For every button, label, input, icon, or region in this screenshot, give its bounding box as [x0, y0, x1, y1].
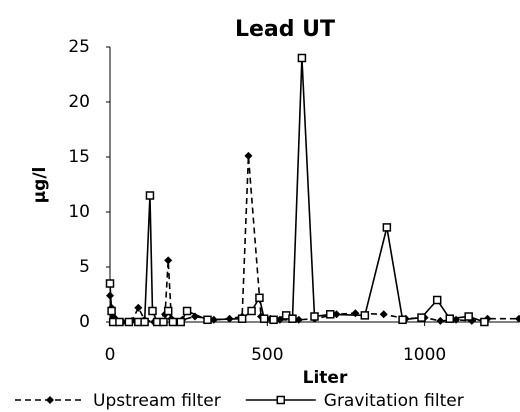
data-point	[124, 317, 134, 327]
y-tick-label: 15	[68, 147, 90, 167]
data-point	[515, 314, 520, 323]
data-point	[148, 306, 157, 316]
data-point	[464, 312, 473, 321]
chart-title: Lead UT	[235, 17, 335, 42]
y-tick-label: 5	[79, 257, 90, 277]
data-point	[182, 306, 192, 316]
data-point	[244, 151, 253, 160]
data-point	[398, 315, 407, 325]
data-point	[140, 317, 149, 327]
data-point	[297, 53, 307, 63]
data-point	[163, 306, 173, 316]
y-tick-label: 25	[68, 37, 90, 57]
data-point	[259, 314, 269, 323]
data-point	[294, 315, 303, 324]
data-point	[269, 315, 278, 325]
x-tick-label: 500	[251, 345, 283, 365]
legend-marker	[46, 396, 54, 404]
legend-marker	[276, 395, 286, 405]
x-tick-label: 1000	[403, 345, 446, 365]
data-point	[351, 309, 360, 318]
data-point	[255, 293, 264, 303]
legend-label: Gravitation filter	[324, 391, 464, 411]
y-tick-label: 10	[68, 202, 90, 222]
x-axis-label: Liter	[303, 368, 348, 388]
data-point	[159, 317, 168, 327]
y-axis-label: µg/l	[30, 167, 50, 204]
data-point	[105, 279, 115, 288]
data-point	[164, 256, 173, 265]
data-point	[134, 303, 143, 312]
data-point	[237, 314, 247, 323]
data-point	[379, 310, 388, 319]
data-point	[436, 316, 445, 325]
data-point	[325, 310, 335, 319]
legend-label: Upstream filter	[93, 391, 221, 411]
data-point	[107, 306, 116, 316]
data-point	[115, 317, 124, 327]
data-point	[417, 313, 426, 322]
y-tick-label: 0	[79, 312, 90, 332]
data-point	[445, 314, 455, 323]
data-point	[382, 223, 392, 232]
data-point	[168, 317, 178, 327]
y-tick-label: 20	[68, 92, 90, 112]
data-point	[480, 317, 489, 327]
data-point	[432, 295, 442, 305]
data-point	[176, 317, 186, 327]
data-point	[360, 311, 370, 320]
data-point	[247, 306, 256, 316]
series-line	[109, 155, 519, 323]
data-point	[310, 312, 319, 321]
data-point	[145, 191, 155, 200]
data-point	[288, 314, 297, 323]
data-point	[203, 315, 212, 325]
x-tick-label: 0	[105, 345, 116, 365]
